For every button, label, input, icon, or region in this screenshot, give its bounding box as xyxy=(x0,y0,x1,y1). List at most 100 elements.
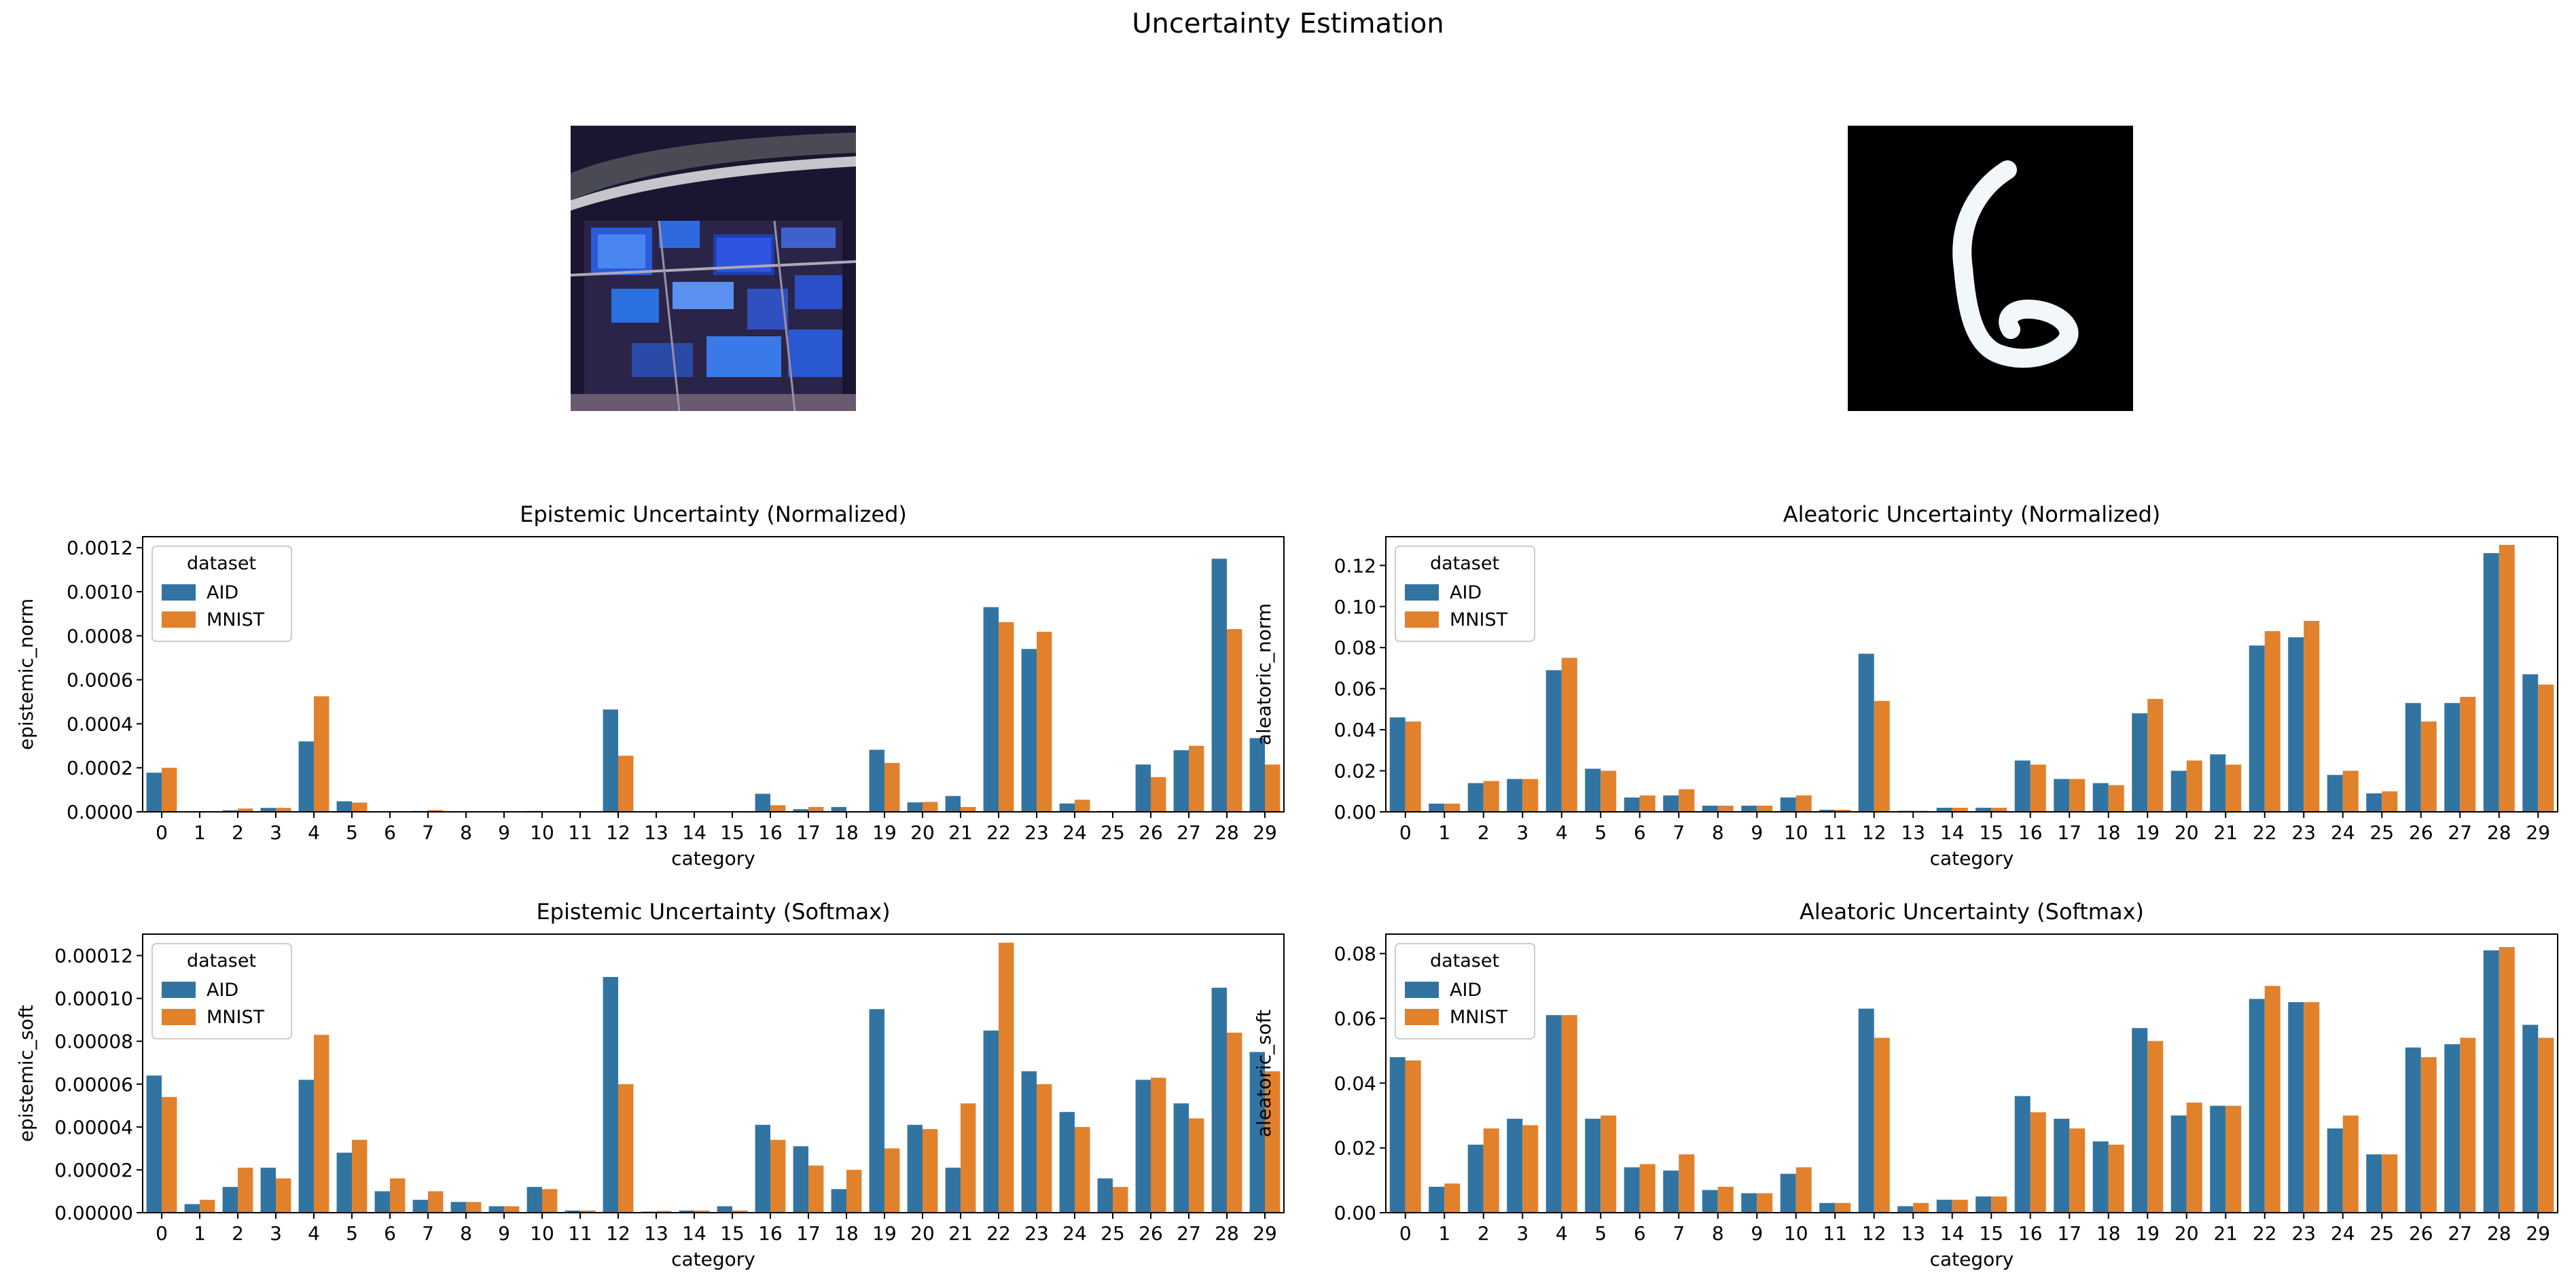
x-tick-label: 18 xyxy=(834,821,859,844)
bar-aid-21 xyxy=(2210,1105,2226,1213)
x-tick-label: 17 xyxy=(796,1222,821,1245)
bar-aid-5 xyxy=(1585,768,1601,812)
bar-aid-6 xyxy=(1624,797,1640,812)
x-tick-label: 3 xyxy=(1516,1222,1528,1245)
bar-mnist-8 xyxy=(1717,1186,1734,1213)
bar-mnist-24 xyxy=(1075,800,1090,812)
bar-mnist-5 xyxy=(352,1139,368,1213)
bar-aid-20 xyxy=(907,1124,923,1213)
bar-aid-6 xyxy=(1624,1167,1640,1213)
x-tick-label: 18 xyxy=(2096,821,2121,844)
bar-aid-2 xyxy=(222,1187,238,1213)
bar-aid-24 xyxy=(1059,803,1075,812)
x-tick-label: 28 xyxy=(1215,1222,1239,1245)
bar-mnist-9 xyxy=(504,1206,520,1213)
bar-aid-18 xyxy=(2092,783,2109,812)
plot-frame xyxy=(142,933,1285,1213)
bar-mnist-17 xyxy=(808,806,824,812)
chart-title: Aleatoric Uncertainty (Normalized) xyxy=(1783,501,2161,527)
bar-mnist-24 xyxy=(2342,1115,2359,1213)
y-axis-label: aleatoric_soft xyxy=(1253,1010,1275,1137)
legend-swatch-mnist xyxy=(162,611,196,628)
bar-aid-19 xyxy=(2132,713,2148,812)
bar-aid-2 xyxy=(1467,1144,1484,1213)
x-axis-label: category xyxy=(1930,1248,2014,1270)
x-tick-label: 23 xyxy=(2291,1222,2316,1245)
x-tick-label: 14 xyxy=(1940,1222,1965,1245)
bar-mnist-0 xyxy=(162,1096,177,1213)
x-tick-label: 25 xyxy=(1101,1222,1125,1245)
bar-mnist-7 xyxy=(1679,1154,1695,1213)
x-tick-label: 8 xyxy=(460,821,472,844)
x-tick-label: 16 xyxy=(758,1222,783,1245)
bar-mnist-18 xyxy=(846,1169,862,1213)
bar-aid-5 xyxy=(336,1152,352,1213)
legend: dataset AID MNIST xyxy=(1395,943,1535,1039)
y-tick-label: 0.0006 xyxy=(67,669,133,692)
bar-mnist-29 xyxy=(2538,1037,2554,1213)
bar-mnist-6 xyxy=(1639,1164,1656,1213)
bar-aid-6 xyxy=(374,1191,390,1213)
x-tick-label: 22 xyxy=(986,1222,1011,1245)
x-tick-label: 23 xyxy=(1024,1222,1049,1245)
legend: dataset AID MNIST xyxy=(151,546,292,642)
legend-swatch-mnist xyxy=(162,1009,196,1025)
bar-aid-8 xyxy=(1702,805,1718,812)
bar-aid-3 xyxy=(1507,779,1523,812)
x-tick-label: 22 xyxy=(2253,1222,2277,1245)
x-tick-label: 28 xyxy=(1215,821,1239,844)
bar-mnist-8 xyxy=(466,1202,482,1213)
plot-frame xyxy=(142,536,1285,813)
y-tick-label: 0.00006 xyxy=(54,1073,133,1096)
bar-aid-24 xyxy=(1059,1111,1075,1213)
bar-aid-16 xyxy=(755,1124,770,1213)
bar-mnist-15 xyxy=(1991,807,2007,812)
x-tick-label: 21 xyxy=(2213,821,2238,844)
x-tick-label: 6 xyxy=(1634,1222,1646,1245)
bar-aid-19 xyxy=(869,1009,884,1213)
bar-mnist-2 xyxy=(1483,781,1499,812)
bar-mnist-21 xyxy=(961,1103,976,1213)
x-tick-label: 23 xyxy=(2291,821,2316,844)
bar-mnist-21 xyxy=(961,806,976,812)
bar-mnist-2 xyxy=(1483,1128,1499,1213)
x-axis-label: category xyxy=(671,847,755,870)
y-tick-label: 0.0008 xyxy=(67,625,133,647)
bar-aid-23 xyxy=(1021,1071,1037,1213)
bar-mnist-18 xyxy=(2108,785,2124,812)
chart-title: Epistemic Uncertainty (Softmax) xyxy=(536,899,890,925)
bar-mnist-26 xyxy=(2420,721,2437,812)
bar-aid-28 xyxy=(2483,553,2499,812)
bar-mnist-7 xyxy=(428,810,444,812)
bar-mnist-23 xyxy=(1037,1084,1052,1213)
bar-aid-15 xyxy=(1975,1196,1992,1213)
x-axis-label: category xyxy=(1930,847,2014,870)
bar-mnist-14 xyxy=(1952,1199,1968,1213)
x-tick-label: 10 xyxy=(530,1222,554,1245)
y-tick-label: 0.00 xyxy=(1334,1202,1376,1224)
bar-aid-24 xyxy=(2327,1128,2343,1213)
legend-label-aid: AID xyxy=(1450,582,1482,603)
bar-aid-26 xyxy=(2405,1047,2421,1213)
x-tick-label: 4 xyxy=(1556,1222,1568,1245)
bar-mnist-1 xyxy=(1444,803,1461,812)
legend-swatch-aid xyxy=(1405,584,1439,601)
aerial-image xyxy=(571,126,856,411)
bar-mnist-18 xyxy=(2108,1144,2124,1213)
bar-mnist-29 xyxy=(1265,1071,1281,1213)
chart-3: Epistemic Uncertainty (Softmax) 0.00000 0.… xyxy=(15,899,1285,1270)
bar-aid-26 xyxy=(2405,702,2421,812)
bar-aid-26 xyxy=(1135,764,1151,812)
x-tick-label: 17 xyxy=(796,821,821,844)
legend-title: dataset xyxy=(187,950,256,971)
x-tick-label: 6 xyxy=(384,1222,396,1245)
bar-aid-5 xyxy=(336,801,352,812)
x-tick-label: 4 xyxy=(308,1222,320,1245)
bar-aid-10 xyxy=(1780,1173,1796,1213)
bar-aid-23 xyxy=(2288,1002,2304,1213)
bar-mnist-20 xyxy=(923,802,938,812)
x-tick-label: 25 xyxy=(2369,821,2394,844)
legend-swatch-mnist xyxy=(1405,1009,1439,1025)
legend-swatch-aid xyxy=(162,584,196,601)
y-tick-label: 0.00012 xyxy=(54,945,133,967)
